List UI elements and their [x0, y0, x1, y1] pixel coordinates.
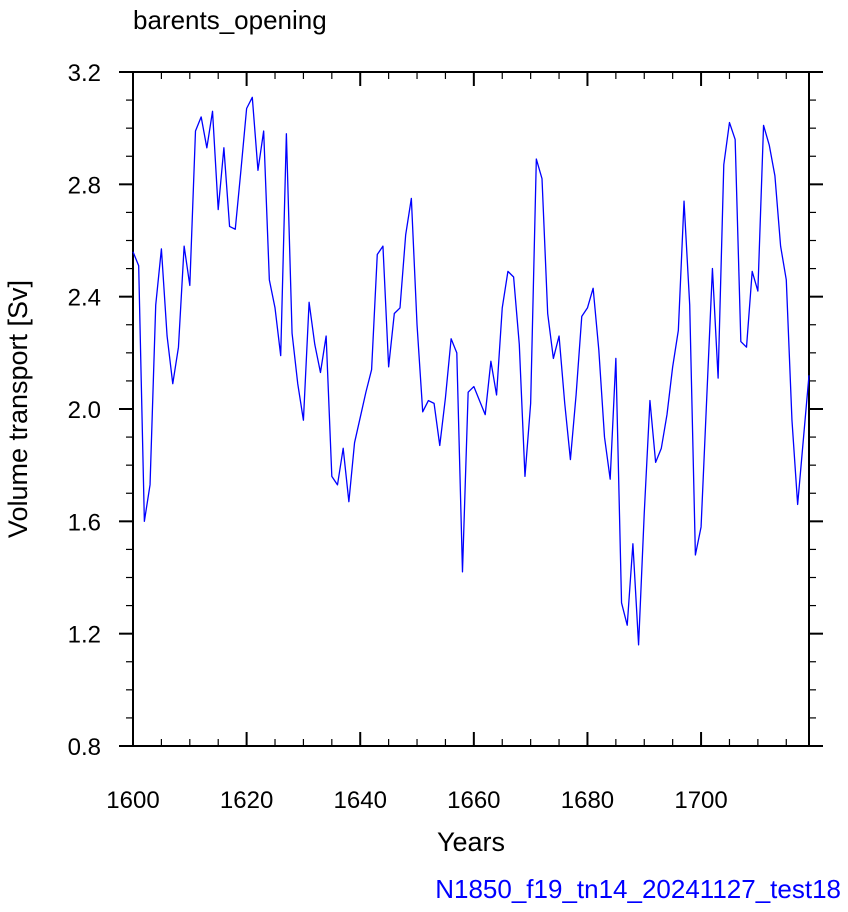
chart-title: barents_opening [133, 5, 327, 35]
y-tick-label: 0.8 [68, 734, 101, 761]
x-tick-label: 1640 [334, 787, 387, 814]
minor-ticks [126, 72, 816, 746]
y-tick-label: 3.2 [68, 60, 101, 87]
y-axis-tick-labels: 0.8 1.2 1.6 2.0 2.4 2.8 3.2 [68, 60, 101, 761]
plot-frame [132, 71, 810, 747]
data-series-line [132, 96, 810, 646]
x-tick-label: 1680 [561, 787, 614, 814]
y-tick-label: 2.4 [68, 285, 101, 312]
x-tick-label: 1700 [674, 787, 727, 814]
major-ticks [119, 71, 823, 747]
plot-area [119, 71, 823, 747]
x-tick-label: 1660 [447, 787, 500, 814]
x-axis-tick-labels: 1600 1620 1640 1660 1680 1700 [106, 787, 727, 814]
x-axis-label: Years [437, 827, 505, 857]
run-caption: N1850_f19_tn14_20241127_test18 [435, 874, 841, 904]
y-tick-label: 1.6 [68, 509, 101, 536]
y-tick-label: 2.0 [68, 397, 101, 424]
y-tick-label: 2.8 [68, 172, 101, 199]
y-tick-label: 1.2 [68, 622, 101, 649]
y-axis-label: Volume transport [Sv] [3, 280, 33, 538]
x-tick-label: 1620 [220, 787, 273, 814]
x-tick-label: 1600 [106, 787, 159, 814]
